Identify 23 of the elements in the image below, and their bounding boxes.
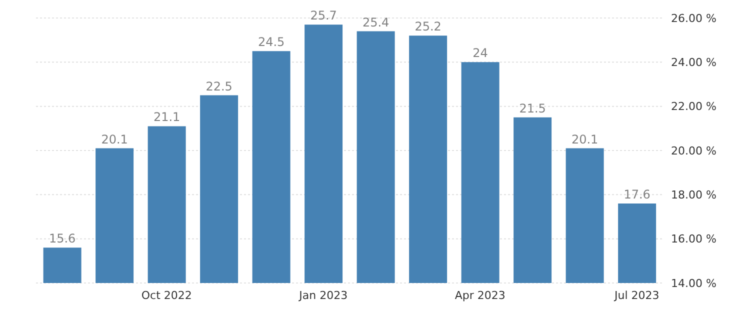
y-tick-label: 26.00 %	[671, 12, 716, 25]
y-tick-label: 14.00 %	[671, 276, 716, 290]
x-tick-label: Jan 2023	[298, 288, 348, 302]
y-tick-label: 18.00 %	[671, 188, 716, 202]
x-tick-label: Jul 2023	[613, 288, 660, 302]
y-tick-label: 20.00 %	[671, 144, 716, 158]
data-label: 20.1	[101, 132, 128, 146]
data-label: 25.7	[310, 8, 337, 23]
data-label: 24	[472, 46, 488, 60]
x-tick-label: Oct 2022	[141, 288, 192, 302]
data-label: 17.6	[624, 188, 650, 202]
data-label: 20.1	[571, 132, 598, 146]
data-label: 21.5	[519, 101, 546, 116]
y-tick-label: 24.00 %	[671, 56, 716, 70]
x-tick-label: Apr 2023	[454, 288, 506, 302]
y-tick-label: 22.00 %	[671, 100, 716, 114]
data-label: 25.2	[414, 20, 442, 34]
data-label: 21.1	[153, 110, 180, 124]
data-label: 22.5	[206, 79, 232, 94]
data-label: 24.5	[258, 35, 285, 50]
data-label: 15.6	[48, 232, 76, 246]
data-label: 25.4	[362, 15, 390, 30]
y-tick-label: 16.00 %	[671, 232, 716, 246]
